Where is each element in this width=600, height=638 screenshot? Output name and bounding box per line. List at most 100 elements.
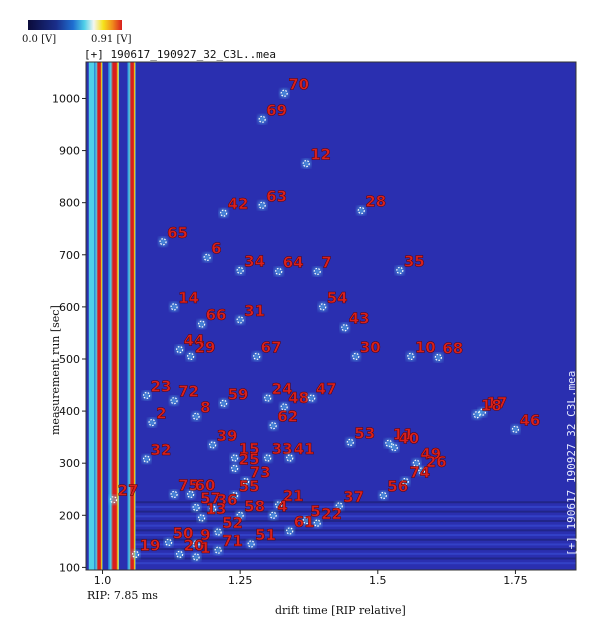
colorbar: [28, 20, 122, 30]
background-streak: [130, 562, 577, 565]
peak-label: 4: [277, 497, 287, 515]
y-tick-label: 1000: [52, 92, 80, 105]
peak-marker: [198, 514, 206, 522]
peak-marker: [170, 490, 178, 499]
peak-label: 14: [178, 289, 199, 307]
peak-marker: [352, 352, 360, 360]
background-streak: [130, 548, 577, 551]
peak-marker: [335, 502, 343, 510]
peak-label: 71: [222, 532, 243, 550]
peak-marker: [264, 454, 272, 462]
peak-marker: [412, 459, 420, 467]
peak-marker: [236, 266, 244, 275]
peak-label: 30: [360, 338, 381, 356]
peak-label: 34: [244, 252, 265, 270]
peak-label: 18: [481, 397, 502, 415]
peak-label: 41: [294, 440, 315, 458]
peak-label: 20: [184, 536, 205, 554]
peak-marker: [131, 550, 140, 558]
background-streak: [130, 510, 577, 513]
peak-label: 62: [277, 408, 298, 426]
peak-marker: [187, 352, 195, 360]
peak-marker: [396, 266, 404, 275]
peak-marker: [308, 394, 316, 402]
peak-marker: [275, 501, 283, 509]
peak-marker: [231, 454, 239, 462]
plot-frame: [85, 61, 577, 571]
peak-marker: [142, 455, 151, 463]
peak-marker: [269, 422, 277, 430]
peak-label: 60: [195, 476, 216, 494]
peak-marker: [148, 418, 156, 427]
peak-marker: [109, 496, 118, 504]
peak-label: 74: [409, 463, 430, 481]
peak-marker: [473, 411, 481, 419]
peak-label: 55: [239, 477, 260, 495]
peak-label: 36: [217, 491, 238, 509]
peak-label: 66: [206, 306, 227, 324]
background-streak: [130, 501, 577, 504]
background-streak: [130, 552, 577, 555]
peak-label: 21: [283, 487, 304, 505]
rip-band: [127, 62, 136, 570]
rip-label: RIP: 7.85 ms: [87, 589, 158, 602]
colorbar-max-label: 0.91 [V]: [91, 34, 132, 45]
y-tick-label: 400: [59, 405, 80, 418]
peak-marker: [357, 206, 365, 215]
y-tick-label: 600: [59, 301, 80, 314]
peak-marker: [280, 403, 288, 411]
peak-label: 43: [349, 310, 370, 328]
background-streak: [130, 529, 577, 532]
peak-label: 65: [167, 224, 188, 242]
peak-marker: [214, 546, 222, 554]
peak-marker: [192, 412, 200, 420]
peak-label: 12: [310, 146, 331, 164]
peak-marker: [236, 511, 244, 519]
peak-marker: [187, 490, 195, 499]
peak-label: 9: [200, 526, 210, 544]
peak-label: 57: [200, 489, 221, 507]
peak-marker: [198, 320, 206, 328]
y-tick-label: 800: [59, 197, 80, 210]
y-tick-label: 100: [59, 561, 80, 574]
peak-label: 56: [387, 477, 408, 495]
x-tick-label: 1.5: [369, 574, 387, 587]
peak-label: 68: [442, 339, 463, 357]
y-tick-label: 500: [59, 353, 80, 366]
peak-marker: [236, 316, 244, 324]
peak-marker: [418, 467, 426, 475]
peak-marker: [209, 505, 217, 513]
rotated-file-label[interactable]: [+] 190617_190927_32_C3L.mea: [565, 370, 578, 556]
peak-marker: [302, 516, 310, 525]
background-streak: [130, 538, 577, 541]
peak-label: 6: [211, 239, 221, 257]
y-axis-label: measurement run [sec]: [49, 305, 62, 435]
peak-label: 10: [415, 338, 436, 356]
peak-marker: [302, 160, 310, 168]
y-tick-label: 900: [59, 145, 80, 158]
peak-marker: [385, 439, 393, 447]
background-streak: [130, 524, 577, 527]
peak-label: 24: [272, 380, 293, 398]
rip-band: [108, 62, 120, 570]
background-streak: [130, 519, 577, 522]
peak-marker: [258, 115, 266, 123]
background-streak: [130, 557, 577, 560]
peak-marker: [203, 253, 211, 261]
peak-label: 17: [486, 394, 507, 412]
x-axis-label: drift time [RIP relative]: [275, 604, 406, 617]
peak-label: 42: [228, 195, 249, 213]
background-streak: [130, 515, 577, 518]
peak-marker: [253, 352, 261, 360]
peak-marker: [269, 511, 277, 519]
peak-marker: [220, 209, 228, 217]
peak-label: 44: [184, 332, 205, 350]
file-label[interactable]: [+] 190617_190927_32_C3L..mea: [84, 48, 277, 61]
peak-label: 13: [206, 500, 227, 518]
peak-marker: [220, 399, 228, 407]
peak-marker: [142, 391, 151, 400]
peak-label: 26: [426, 453, 447, 471]
peak-label: 37: [343, 488, 364, 506]
rip-band: [94, 62, 103, 570]
